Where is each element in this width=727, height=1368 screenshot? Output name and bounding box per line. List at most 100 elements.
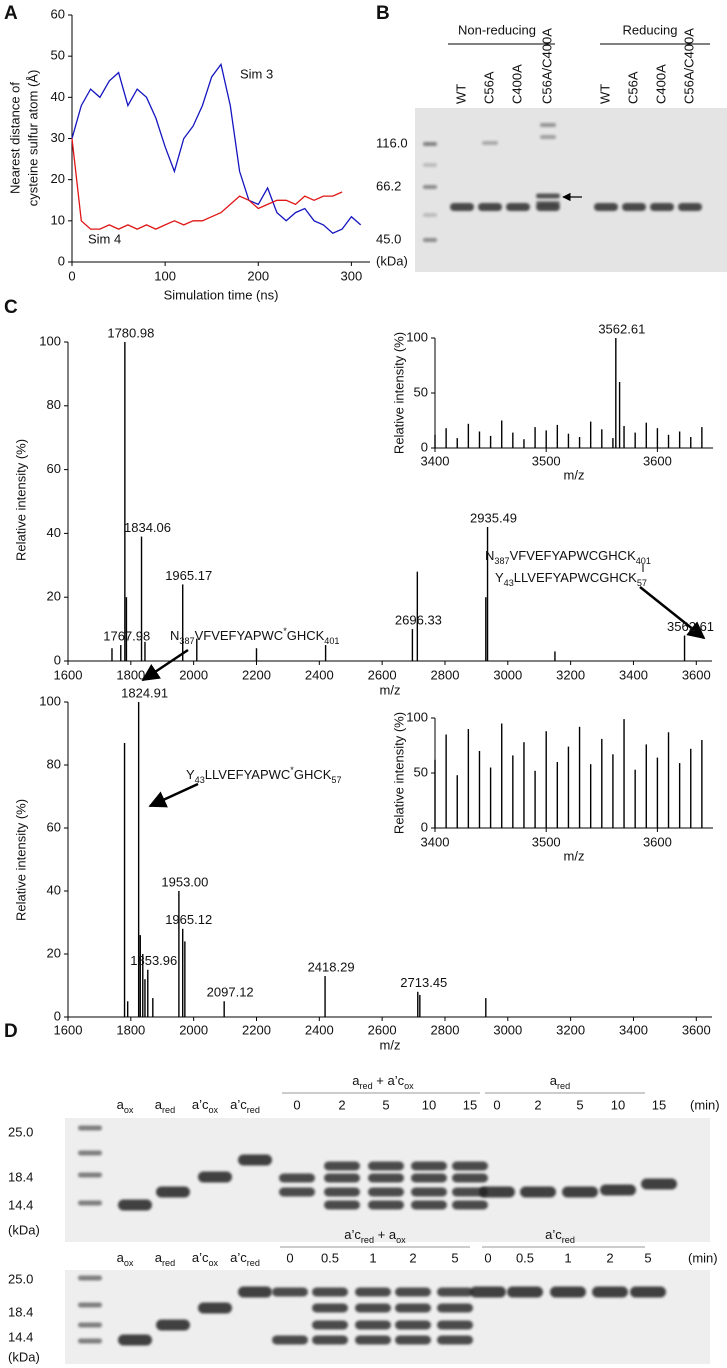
- unit-label: (kDa): [8, 1222, 40, 1237]
- peak-label: 1780.98: [107, 325, 154, 340]
- gel-band: [622, 203, 646, 211]
- gel-band: [368, 1161, 404, 1171]
- time-label: 10: [422, 1097, 436, 1112]
- gel-band: [600, 1184, 636, 1196]
- y-tick-label: 30: [51, 130, 65, 145]
- lane-label: a’cox: [192, 1097, 219, 1115]
- gel-band: [78, 1150, 102, 1156]
- x-tick-label: 3400: [421, 453, 450, 468]
- gel-band: [452, 1187, 488, 1197]
- y-tick-label: 60: [47, 819, 61, 834]
- gel-band: [324, 1173, 360, 1183]
- gel-band: [630, 1286, 666, 1298]
- text-part: N: [170, 628, 179, 643]
- text-part: 43: [504, 578, 514, 588]
- gel-band: [238, 1286, 272, 1298]
- gel-band: [368, 1173, 404, 1183]
- panel-label: B: [376, 3, 390, 24]
- gel-band: [78, 1172, 102, 1178]
- gel-band: [437, 1320, 473, 1330]
- text-part: 43: [195, 775, 205, 785]
- series-line: [71, 62, 362, 234]
- gel-band: [450, 203, 474, 211]
- marker-label: 116.0: [376, 135, 408, 150]
- gel-band: [411, 1200, 447, 1210]
- text-part: VFVEFYAPWCGHCK: [510, 548, 636, 563]
- gel-band: [238, 1154, 272, 1166]
- gel-band: [324, 1200, 360, 1210]
- group-label: ared: [550, 1073, 570, 1091]
- gel-band: [678, 203, 702, 211]
- x-tick-label: 2000: [179, 1022, 208, 1037]
- y-tick-label: 60: [47, 461, 61, 476]
- gel-band: [78, 1275, 102, 1281]
- y-tick-label: 20: [47, 589, 61, 604]
- y-tick-label: 0: [54, 652, 61, 667]
- time-unit: (min): [688, 1250, 718, 1265]
- time-label: 15: [463, 1097, 477, 1112]
- peak-label: 2696.33: [395, 613, 442, 628]
- y-tick-label: 0: [54, 1008, 61, 1023]
- lane-label: C56A: [481, 71, 496, 104]
- y-tick-label: 20: [47, 945, 61, 960]
- text-part: 387: [494, 556, 509, 566]
- x-tick-label: 2000: [179, 667, 208, 682]
- peptide-label: N387VFVEFYAPWC*GHCK401: [170, 626, 339, 646]
- gel-band: [395, 1320, 431, 1330]
- text-part: 57: [331, 775, 341, 785]
- lane-label: ared: [155, 1250, 175, 1268]
- y-axis-title: Relative intensity (%): [13, 439, 28, 561]
- text-part: Y: [186, 767, 195, 782]
- gel-band: [411, 1187, 447, 1197]
- text-part: a: [550, 1073, 558, 1088]
- gel-band: [368, 1187, 404, 1197]
- gel-band: [641, 1178, 677, 1190]
- text-part: a: [117, 1250, 125, 1265]
- x-tick-label: 3000: [493, 667, 522, 682]
- marker-label: 14.4: [8, 1329, 33, 1344]
- time-label: 2: [409, 1250, 416, 1265]
- unit-label: (kDa): [376, 253, 408, 268]
- text-part: *: [283, 626, 287, 636]
- y-axis-title: Relative intensity (%): [391, 712, 406, 834]
- gel-band: [355, 1287, 391, 1297]
- lane-label: a’cox: [192, 1250, 219, 1268]
- gel-band: [198, 1302, 232, 1314]
- x-tick-label: 2200: [242, 1022, 271, 1037]
- gel-band: [78, 1322, 102, 1328]
- text-part: GHCK: [287, 628, 325, 643]
- x-axis-title: m/z: [380, 682, 401, 697]
- lane-label: a’cred: [230, 1250, 260, 1268]
- peak-label: 1853.96: [130, 953, 177, 968]
- marker-label: 18.4: [8, 1304, 33, 1319]
- lane-label: C56A/C400A: [681, 28, 696, 104]
- time-label: 0: [293, 1097, 300, 1112]
- group-label: ared + a’cox: [352, 1073, 414, 1091]
- x-tick-label: 3400: [421, 834, 450, 849]
- gel-band: [423, 142, 437, 146]
- time-label: 2: [606, 1250, 613, 1265]
- series-label: Sim 3: [240, 66, 273, 81]
- x-tick-label: 3400: [619, 1022, 648, 1037]
- gel-band: [395, 1287, 431, 1297]
- gel-band: [411, 1173, 447, 1183]
- y-tick-label: 0: [58, 253, 65, 268]
- gel-band: [437, 1303, 473, 1313]
- text-part: a: [117, 1097, 125, 1112]
- text-part: + a: [374, 1227, 397, 1242]
- y-axis-title: cysteine sulfur atom (Å): [25, 70, 40, 207]
- y-tick-label: 100: [39, 333, 61, 348]
- gel-band: [423, 185, 437, 189]
- x-tick-label: 3400: [619, 667, 648, 682]
- y-tick-label: 20: [51, 171, 65, 186]
- text-part: VFVEFYAPWC: [195, 628, 284, 643]
- text-part: a: [155, 1097, 163, 1112]
- lane-label: a’cred: [230, 1097, 260, 1115]
- gel-band: [437, 1335, 473, 1345]
- time-label: 0.5: [516, 1250, 534, 1265]
- time-label: 5: [451, 1250, 458, 1265]
- lane-label: WT: [597, 84, 612, 104]
- gel-band: [118, 1199, 152, 1211]
- text-part: ox: [396, 1235, 406, 1245]
- text-part: 387: [179, 636, 194, 646]
